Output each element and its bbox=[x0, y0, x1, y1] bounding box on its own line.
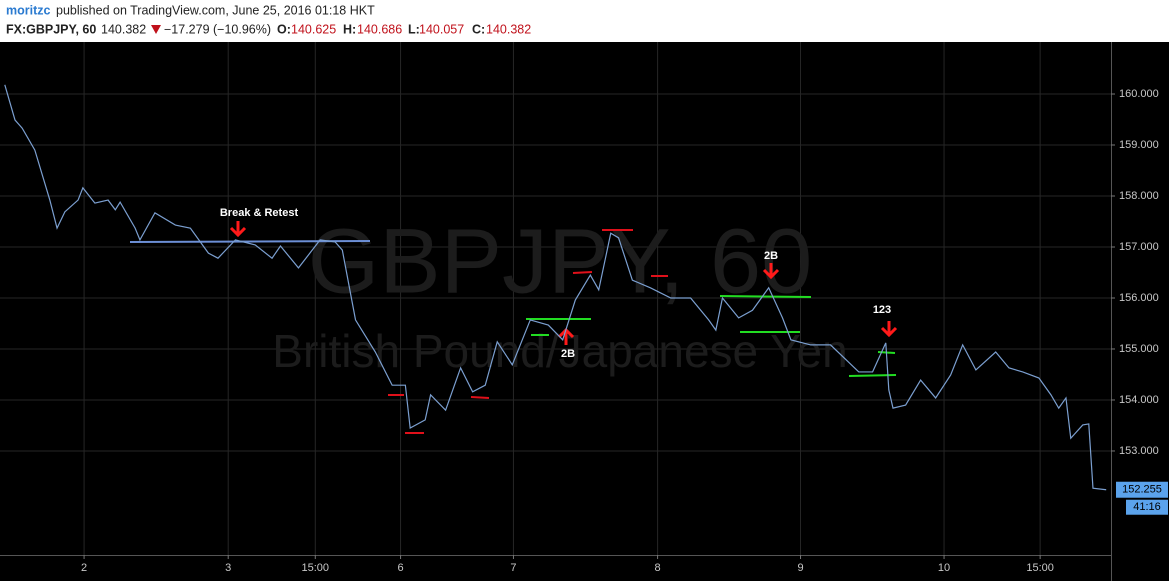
level-line bbox=[572, 271, 593, 274]
annotation: 123 bbox=[873, 304, 891, 316]
open-label: O: bbox=[277, 22, 291, 36]
symbol: FX:GBPJPY, 60 bbox=[6, 22, 96, 36]
x-tick-label: 10 bbox=[938, 562, 950, 574]
x-tick-label: 15:00 bbox=[302, 562, 330, 574]
annotation: Break & Retest bbox=[220, 207, 299, 219]
x-tick-label: 2 bbox=[81, 562, 87, 574]
arrow-down bbox=[880, 321, 898, 338]
y-tick-label: 154.000 bbox=[1119, 394, 1159, 406]
countdown-box bbox=[1126, 499, 1168, 515]
price-line bbox=[4, 84, 1107, 491]
annotation: 2B bbox=[764, 250, 778, 262]
open: 140.625 bbox=[291, 22, 336, 36]
x-tick-label: 3 bbox=[225, 562, 231, 574]
plot-bg bbox=[0, 42, 1169, 581]
low-label: L: bbox=[408, 22, 420, 36]
y-tick-label: 159.000 bbox=[1119, 139, 1159, 151]
price: 140.382 bbox=[101, 22, 146, 36]
x-tick-label: 8 bbox=[655, 562, 661, 574]
countdown: 41:16 bbox=[1133, 501, 1161, 513]
level-line bbox=[848, 374, 897, 377]
arrow-down bbox=[229, 221, 247, 238]
low: 140.057 bbox=[419, 22, 464, 36]
series bbox=[4, 84, 1107, 491]
grid bbox=[0, 42, 1111, 555]
y-tick-label: 158.000 bbox=[1119, 190, 1159, 202]
last-price-label: 152.255 bbox=[1122, 484, 1162, 496]
header-bg bbox=[0, 0, 1169, 42]
y-tick-label: 160.000 bbox=[1119, 88, 1159, 100]
x-tick-label: 15:00 bbox=[1026, 562, 1054, 574]
x-tick-label: 7 bbox=[510, 562, 516, 574]
x-tick-label: 6 bbox=[397, 562, 403, 574]
arrow-down bbox=[762, 263, 780, 280]
x-tick-label: 9 bbox=[797, 562, 803, 574]
axis-labels: 153.000 154.000 155.000 156.000 157.000 158.0… bbox=[81, 88, 1168, 574]
author[interactable]: moritzc bbox=[6, 3, 51, 17]
published: published on TradingView.com, June 25, 2… bbox=[56, 3, 375, 17]
change: −17.279 (−10.96%) bbox=[164, 22, 271, 36]
y-tick-label: 156.000 bbox=[1119, 292, 1159, 304]
y-tick-label: 155.000 bbox=[1119, 343, 1159, 355]
y-tick-label: 157.000 bbox=[1119, 241, 1159, 253]
high-label: H: bbox=[343, 22, 356, 36]
watermark-subtitle: British Pound/Japanese Yen bbox=[272, 325, 847, 377]
high: 140.686 bbox=[357, 22, 402, 36]
annotation: 2B bbox=[561, 348, 575, 360]
level-line bbox=[719, 295, 812, 298]
level-line bbox=[470, 396, 490, 399]
y-tick-label: 153.000 bbox=[1119, 445, 1159, 457]
down-triangle bbox=[151, 25, 161, 34]
close: 140.382 bbox=[486, 22, 531, 36]
close-label: C: bbox=[472, 22, 485, 36]
last-price-box bbox=[1116, 481, 1168, 498]
